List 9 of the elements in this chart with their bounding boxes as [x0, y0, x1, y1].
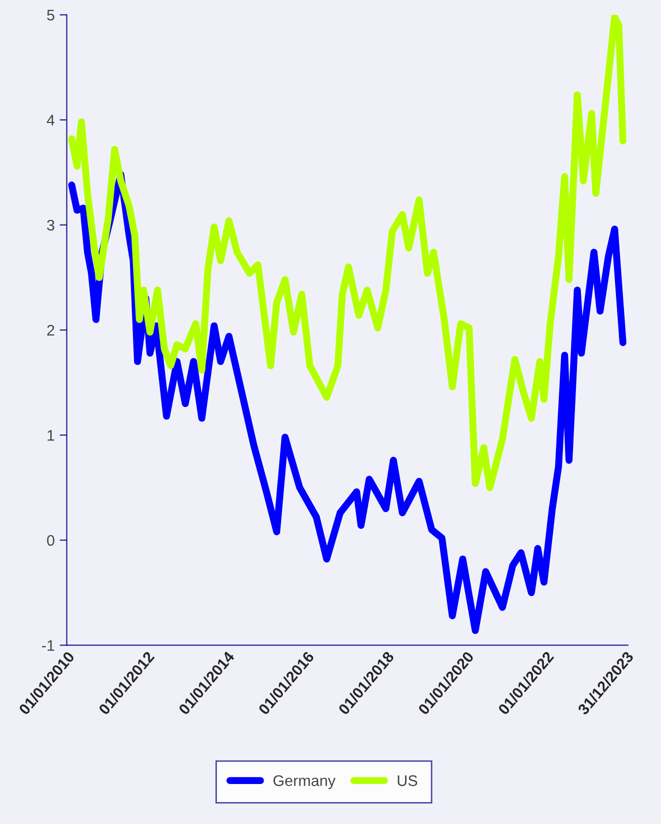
- y-tick-label: 0: [47, 535, 54, 546]
- y-tick-label: -1: [42, 640, 54, 651]
- y-tick-label: 2: [47, 324, 54, 336]
- y-tick-label: 3: [47, 220, 54, 231]
- y-tick-label: 4: [46, 114, 55, 126]
- legend-label: Germany: [273, 775, 336, 790]
- legend-label: US: [398, 775, 418, 786]
- y-tick-label: 5: [47, 10, 54, 21]
- y-tick-label: 1: [48, 430, 54, 441]
